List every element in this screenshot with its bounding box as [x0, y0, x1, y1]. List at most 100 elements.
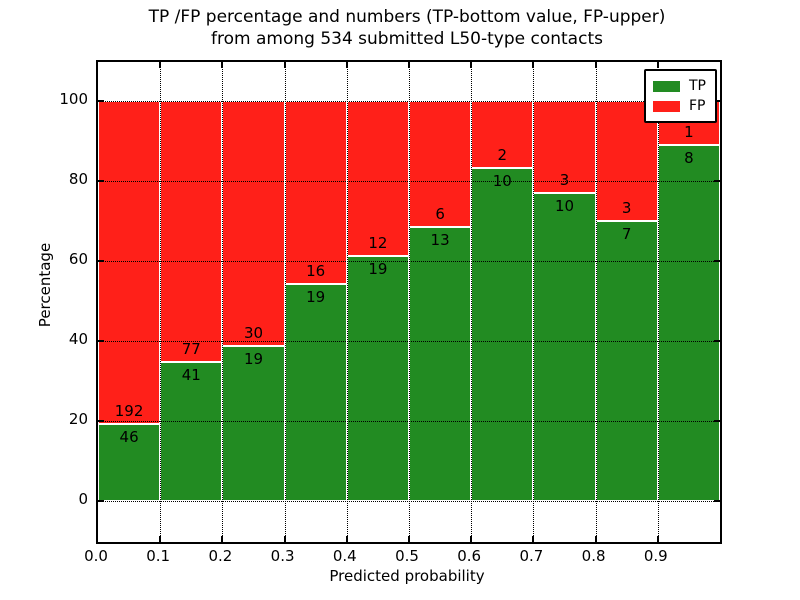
y-tick-right	[714, 340, 720, 342]
x-tick-label: 0.5	[395, 547, 419, 565]
chart-title-line1: TP /FP percentage and numbers (TP-bottom…	[148, 7, 666, 27]
tp-bar-segment	[471, 167, 534, 501]
v-gridline	[346, 62, 348, 542]
legend-item-tp: TP	[653, 76, 706, 96]
v-gridline	[160, 62, 162, 542]
x-tick-bottom	[159, 536, 162, 542]
y-tick-right	[714, 500, 720, 502]
tp-count-label: 19	[243, 349, 264, 368]
fp-count-label: 30	[243, 323, 264, 342]
y-tick-right	[714, 420, 720, 422]
y-tick-left	[98, 260, 104, 262]
x-tick-top	[159, 62, 162, 68]
legend-label-fp: FP	[689, 98, 706, 114]
x-tick-label: 0.1	[146, 547, 171, 565]
fp-bar-segment	[160, 101, 223, 363]
x-tick-label: 0.9	[643, 547, 668, 565]
v-gridline	[533, 62, 535, 542]
x-tick-label: 0.8	[581, 547, 606, 565]
x-tick-bottom	[470, 536, 473, 542]
y-tick-left	[98, 500, 104, 502]
tp-bar-segment	[222, 345, 285, 501]
fp-bar-segment	[346, 101, 409, 256]
v-gridline	[471, 62, 473, 542]
y-tick-left	[98, 420, 104, 422]
x-tick-bottom	[221, 536, 224, 542]
y-tick-right	[714, 180, 720, 182]
y-tick-label: 20	[68, 410, 88, 428]
tp-count-label: 10	[554, 197, 575, 216]
fp-count-label: 6	[435, 205, 445, 224]
tp-count-label: 41	[181, 366, 201, 385]
y-tick-label: 60	[68, 250, 88, 268]
x-tick-label: 0.6	[457, 547, 482, 565]
y-tick-label: 40	[68, 330, 88, 348]
x-tick-top	[408, 62, 410, 68]
x-tick-top	[594, 62, 597, 68]
x-tick-top	[656, 62, 659, 68]
y-tick-right	[714, 260, 720, 262]
x-tick-label: 0.4	[332, 547, 357, 565]
y-tick-label: 80	[68, 170, 88, 188]
fp-bar-segment	[98, 101, 161, 424]
tp-count-label: 13	[430, 231, 450, 250]
x-tick-top	[345, 62, 348, 68]
x-tick-top	[221, 62, 224, 68]
tp-bar-segment	[409, 227, 472, 501]
tp-count-label: 10	[492, 171, 512, 190]
tp-count-label: 8	[684, 149, 694, 168]
fp-count-label: 16	[306, 261, 326, 280]
chart-title-line2: from among 534 submitted L50-type contac…	[211, 29, 603, 49]
tp-bar-segment	[346, 255, 409, 501]
v-gridline	[595, 62, 597, 542]
x-tick-top	[532, 62, 535, 68]
x-tick-label: 0.7	[519, 547, 544, 565]
x-tick-bottom	[408, 536, 410, 542]
fp-count-label: 3	[621, 199, 632, 217]
fp-count-label: 192	[114, 401, 144, 420]
fp-swatch-icon	[653, 100, 680, 112]
tp-bar-segment	[160, 362, 223, 501]
x-tick-bottom	[283, 536, 286, 542]
x-tick-top	[470, 62, 473, 68]
fp-count-label: 12	[368, 233, 388, 252]
x-tick-bottom	[345, 536, 348, 542]
tp-swatch-icon	[653, 80, 680, 92]
tp-bar-segment	[657, 145, 720, 501]
tp-count-label: 46	[119, 427, 139, 446]
legend-item-fp: FP	[653, 96, 706, 116]
fp-bar-segment	[471, 101, 534, 168]
tp-bar-segment	[98, 423, 161, 501]
x-tick-top	[283, 62, 286, 68]
legend: TP FP	[644, 69, 717, 123]
fp-bar-segment	[284, 101, 347, 284]
legend-label-tp: TP	[689, 78, 706, 94]
fp-count-label: 77	[181, 340, 201, 359]
x-tick-bottom	[656, 536, 659, 542]
tp-bar-segment	[284, 283, 347, 501]
fp-count-label: 1	[684, 123, 694, 142]
plot-area: TP FP 192 46 77 41 30 19 16 19 12 19 6 13 2 10 3 10 3 7 1 8	[96, 60, 722, 544]
x-tick-bottom	[594, 536, 597, 542]
y-tick-left	[98, 340, 104, 342]
tp-count-label: 19	[368, 259, 388, 278]
x-tick-bottom	[532, 536, 535, 542]
tp-count-label: 7	[621, 225, 632, 243]
v-gridline	[284, 62, 286, 542]
fp-bar-segment	[222, 101, 285, 346]
fp-count-label: 3	[559, 171, 570, 190]
y-tick-label: 0	[78, 490, 88, 508]
chart-title: TP /FP percentage and numbers (TP-bottom…	[96, 6, 718, 50]
v-gridline	[222, 62, 224, 542]
v-gridline	[657, 62, 659, 542]
v-gridline	[409, 62, 410, 542]
x-tick-label: 0.0	[84, 547, 108, 565]
x-tick-label: 0.3	[270, 547, 295, 565]
y-tick-label: 100	[59, 90, 88, 108]
y-tick-left	[98, 180, 104, 182]
tp-bar-segment	[595, 221, 658, 501]
tp-count-label: 19	[306, 287, 326, 306]
x-tick-label: 0.2	[208, 547, 233, 565]
y-tick-right	[714, 100, 720, 102]
